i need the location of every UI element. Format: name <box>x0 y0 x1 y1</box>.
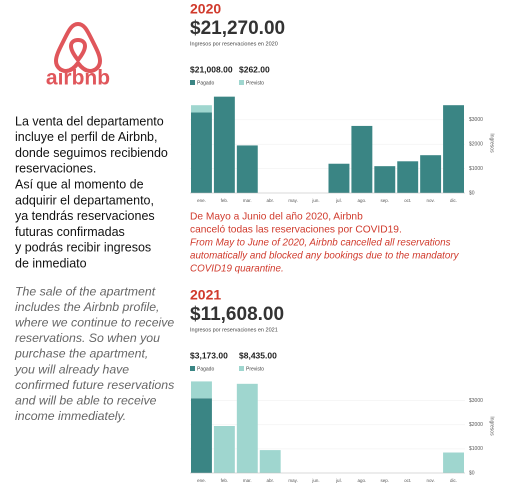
y-tick-label: $0 <box>469 190 475 196</box>
english-line: where we continue to receive <box>15 315 174 329</box>
y-tick-label: $1000 <box>469 166 483 172</box>
spanish-line: ya tendrás reservaciones <box>15 209 155 223</box>
y-axis-title: Ingresos <box>489 133 495 153</box>
bar-segment <box>420 155 442 193</box>
legend-total: $21,008.00 <box>190 64 233 74</box>
x-tick-label: dic. <box>450 198 457 203</box>
bar-segment <box>236 383 258 473</box>
x-tick-label: ago. <box>357 478 366 483</box>
y-tick-label: $1000 <box>469 446 483 452</box>
spanish-line: incluye el perfil de Airbnb, <box>15 130 157 144</box>
chart-subtitle: Ingresos por reservaciones en 2021 <box>190 327 278 333</box>
chart-year: 2021 <box>190 287 221 303</box>
x-tick-label: feb. <box>221 478 229 483</box>
x-tick-label: mar. <box>243 478 252 483</box>
bar-segment <box>443 452 464 473</box>
x-tick-label: jun. <box>311 198 319 203</box>
x-tick-label: oct. <box>404 478 411 483</box>
x-tick-label: abr. <box>266 198 274 203</box>
x-tick-label: nov. <box>427 198 435 203</box>
legend-label: Pagado <box>197 366 214 372</box>
x-tick-label: ene. <box>197 198 206 203</box>
bar-segment <box>191 105 212 113</box>
y-axis-title: Ingresos <box>489 416 495 436</box>
x-tick-label: may. <box>288 478 297 483</box>
spanish-line: reservaciones. <box>15 162 96 176</box>
bar-segment <box>213 96 235 193</box>
chart-total: $11,608.00 <box>190 304 284 325</box>
airbnb-logo <box>54 22 102 73</box>
bar-segment <box>397 161 419 193</box>
legend-total: $262.00 <box>239 64 270 74</box>
notice-es: canceló todas las reservaciones por COVI… <box>190 225 402 236</box>
english-line: includes the Airbnb profile, <box>15 300 159 314</box>
legend-total: $8,435.00 <box>239 350 277 360</box>
legend-label: Pagado <box>197 80 214 86</box>
y-tick-label: $0 <box>469 470 475 476</box>
x-tick-label: mar. <box>243 198 252 203</box>
legend-swatch <box>190 366 195 371</box>
spanish-line: Así que al momento de <box>15 177 144 191</box>
y-tick-label: $2000 <box>469 142 483 148</box>
spanish-line: y podrás recibir ingresos <box>15 241 151 255</box>
spanish-line: de inmediato <box>15 256 87 270</box>
bar-segment <box>328 163 350 193</box>
spanish-line: donde seguimos recibiendo <box>15 146 168 160</box>
notice-en: automatically and blocked any bookings d… <box>190 251 460 262</box>
bar-segment <box>191 398 212 473</box>
chart-total: $21,270.00 <box>190 18 285 39</box>
x-tick-label: jul. <box>335 478 342 483</box>
legend-swatch <box>190 80 195 85</box>
notice-es: De Mayo a Junio del año 2020, Airbnb <box>190 212 363 223</box>
spanish-line: La venta del departamento <box>15 114 164 128</box>
bar-segment <box>443 105 464 193</box>
english-line: income immediately. <box>15 409 126 423</box>
english-line: reservations. So when you <box>15 331 160 345</box>
notice-en: From May to June of 2020, Airbnb cancell… <box>190 238 451 249</box>
notice-en: COVID19 quarantine. <box>190 264 284 275</box>
x-tick-label: oct. <box>404 198 411 203</box>
x-tick-label: dic. <box>450 478 457 483</box>
x-tick-label: nov. <box>427 478 435 483</box>
bar-segment <box>191 112 212 193</box>
y-tick-label: $2000 <box>469 422 483 428</box>
chart-subtitle: Ingresos por reservaciones en 2020 <box>190 41 278 47</box>
english-line: you will already have <box>14 362 129 376</box>
x-tick-label: jun. <box>311 478 319 483</box>
bar-segment <box>236 145 258 193</box>
legend-label: Previsto <box>246 80 264 86</box>
x-tick-label: feb. <box>221 198 229 203</box>
x-tick-label: sep. <box>381 198 390 203</box>
x-tick-label: sep. <box>381 478 390 483</box>
bar-segment <box>374 166 396 193</box>
english-line: The sale of the apartment <box>15 284 156 298</box>
english-line: and will be able to receive <box>15 393 157 407</box>
x-tick-label: ene. <box>197 478 206 483</box>
x-tick-label: jul. <box>335 198 342 203</box>
legend-swatch <box>239 80 244 85</box>
legend-swatch <box>239 366 244 371</box>
spanish-line: futuras confirmadas <box>15 225 125 239</box>
bar-segment <box>213 426 235 473</box>
y-tick-label: $3000 <box>469 398 483 404</box>
bar-segment <box>191 381 212 399</box>
x-tick-label: abr. <box>266 478 274 483</box>
x-tick-label: may. <box>288 198 297 203</box>
chart-year: 2020 <box>190 1 221 17</box>
logo-wordmark: airbnb <box>46 67 110 90</box>
bar-segment <box>351 125 373 193</box>
x-tick-label: ago. <box>357 198 366 203</box>
legend-total: $3,173.00 <box>190 350 228 360</box>
y-tick-label: $3000 <box>469 117 483 123</box>
legend-label: Previsto <box>246 366 264 372</box>
english-line: confirmed future reservations <box>15 378 174 392</box>
bar-segment <box>259 450 281 473</box>
spanish-line: adquirir el departamento, <box>15 193 154 207</box>
english-line: purchase the apartment, <box>14 347 148 361</box>
